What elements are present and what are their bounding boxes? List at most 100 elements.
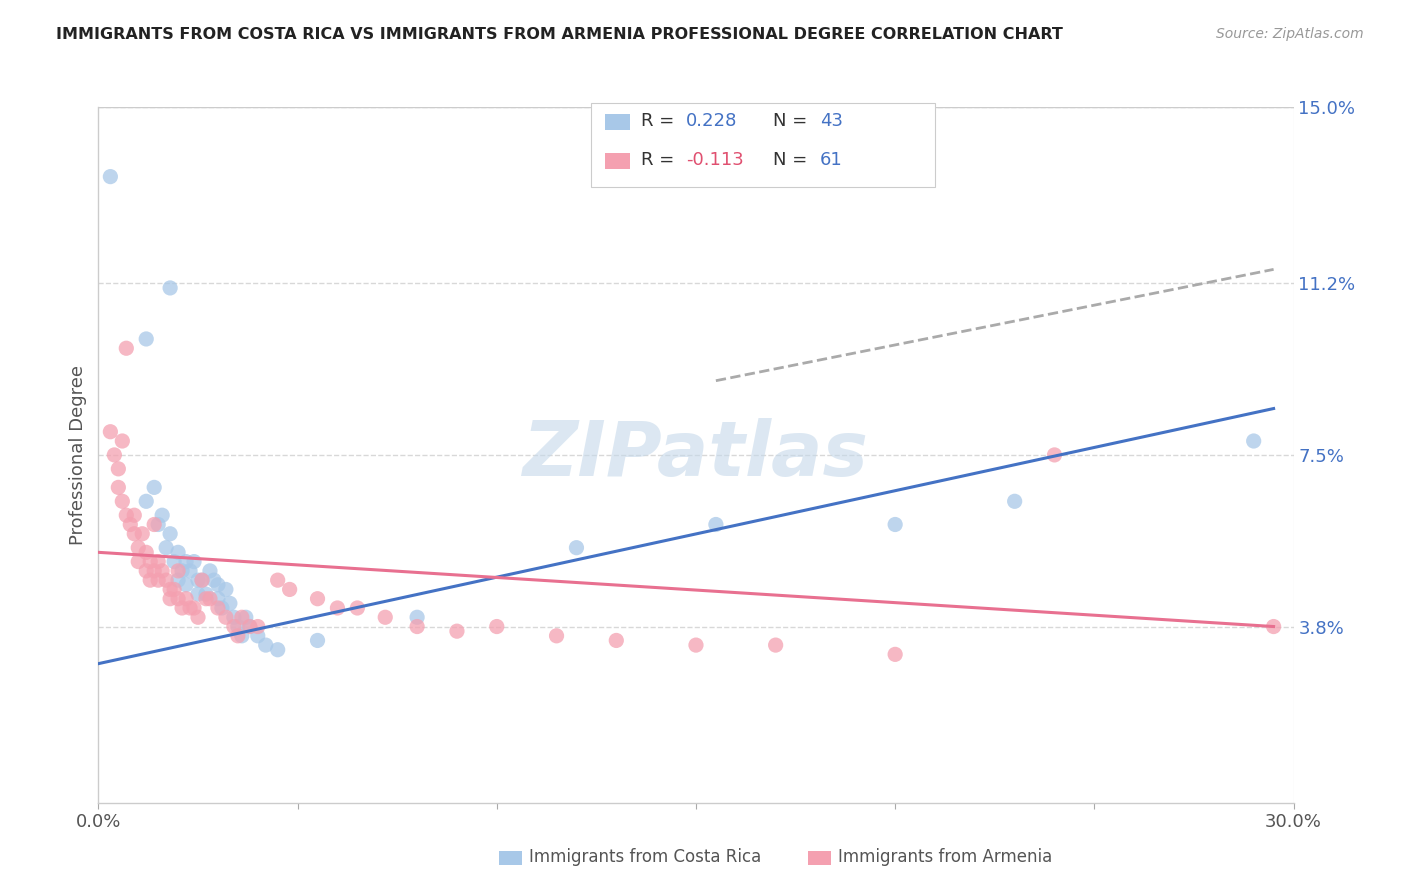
Text: 0.228: 0.228 [686,112,738,130]
Point [139,573,162,587]
Point [148,573,170,587]
Point [183,555,205,569]
Point [884,648,907,662]
Point [239,619,262,633]
Point [124,526,146,541]
Point [406,619,429,633]
Point [685,638,707,652]
Point [374,610,396,624]
Point [111,434,134,448]
Point [100,425,122,439]
Point [159,281,181,295]
Point [215,610,238,624]
Point [167,564,190,578]
Point [1263,619,1285,633]
Text: N =: N = [773,151,813,169]
Point [124,508,146,523]
Point [143,564,166,578]
Point [202,573,225,587]
Point [278,582,301,597]
Point [100,169,122,184]
Point [159,582,181,597]
Point [135,494,157,508]
Point [226,619,249,633]
Text: R =: R = [641,112,681,130]
Point [191,573,214,587]
Text: 61: 61 [820,151,842,169]
Point [191,573,214,587]
Point [605,633,627,648]
Point [215,582,238,597]
Point [115,508,138,523]
Point [219,596,242,610]
Point [406,610,429,624]
Point [187,573,209,587]
Point [155,541,177,555]
Point [174,578,197,592]
Point [884,517,907,532]
Point [174,591,197,606]
Y-axis label: Professional Degree: Professional Degree [69,365,87,545]
Point [187,610,209,624]
Point [207,578,229,592]
Point [159,591,181,606]
Point [222,619,245,633]
Point [150,564,173,578]
Point [172,601,194,615]
Point [485,619,508,633]
Point [174,555,197,569]
Point [231,610,253,624]
Text: IMMIGRANTS FROM COSTA RICA VS IMMIGRANTS FROM ARMENIA PROFESSIONAL DEGREE CORREL: IMMIGRANTS FROM COSTA RICA VS IMMIGRANTS… [56,27,1063,42]
Text: Immigrants from Armenia: Immigrants from Armenia [838,848,1052,866]
Point [143,517,166,532]
Point [446,624,468,639]
Point [159,526,181,541]
Point [704,517,727,532]
Point [131,526,153,541]
Point [198,591,221,606]
Point [207,591,229,606]
Point [231,629,253,643]
Point [107,480,129,494]
Point [187,587,209,601]
Point [765,638,787,652]
Point [167,591,190,606]
Point [207,601,229,615]
Point [246,619,269,633]
Point [148,517,170,532]
Point [179,564,201,578]
Point [139,555,162,569]
Point [167,545,190,559]
Text: N =: N = [773,112,813,130]
Point [172,564,194,578]
Text: Immigrants from Costa Rica: Immigrants from Costa Rica [529,848,761,866]
Point [163,582,186,597]
Point [1243,434,1265,448]
Text: R =: R = [641,151,681,169]
Point [148,555,170,569]
Point [143,480,166,494]
Point [226,629,249,643]
Text: 43: 43 [820,112,842,130]
Text: -0.113: -0.113 [686,151,744,169]
Point [1004,494,1026,508]
Point [307,633,329,648]
Point [107,462,129,476]
Point [254,638,277,652]
Point [346,601,368,615]
Point [267,642,290,657]
Point [198,564,221,578]
Point [246,629,269,643]
Point [179,601,201,615]
Point [155,573,177,587]
Point [111,494,134,508]
Point [120,517,142,532]
Point [135,564,157,578]
Point [103,448,125,462]
Point [239,619,262,633]
Point [183,601,205,615]
Point [127,555,149,569]
Point [115,341,138,355]
Point [1043,448,1066,462]
Point [135,332,157,346]
